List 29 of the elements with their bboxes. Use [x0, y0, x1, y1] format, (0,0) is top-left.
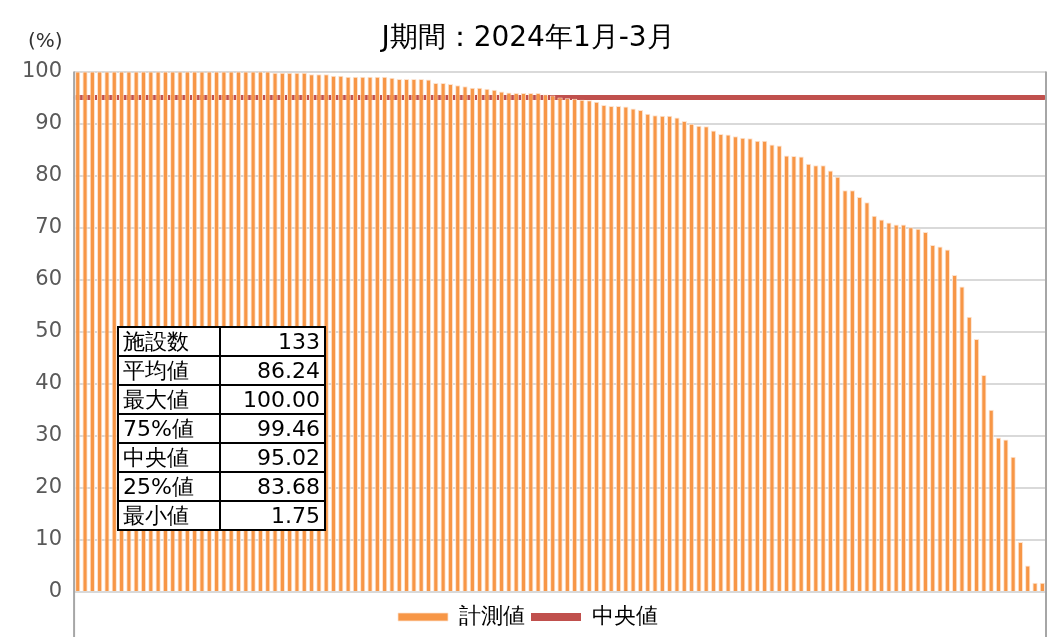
y-tick-label: 70: [35, 214, 63, 239]
legend-label: 中央値: [592, 602, 658, 628]
annotation: 95.02: [220, 443, 325, 472]
chart-title: J期間：2024年1月-3月: [379, 20, 675, 54]
y-tick-label: 20: [35, 474, 63, 499]
y-tick-label: 10: [35, 526, 63, 551]
annotation: 25%値: [118, 472, 220, 501]
y-tick-label: 0: [48, 578, 63, 603]
legend-label: 計測値: [459, 602, 525, 628]
annotation: 施設数: [118, 327, 220, 356]
y-tick-label: 80: [35, 162, 63, 187]
annotation: 83.68: [220, 472, 325, 501]
y-tick-label: 30: [35, 422, 63, 447]
annotation: 75%値: [118, 414, 220, 443]
y-tick-label: 40: [35, 370, 63, 395]
y-tick-label: 60: [35, 266, 63, 291]
y-tick-label: 50: [35, 318, 63, 343]
annotation: 1.75: [220, 501, 325, 530]
annotation: 100.00: [220, 385, 325, 414]
y-axis-title: (%): [28, 28, 63, 52]
annotation: 133: [220, 327, 325, 356]
annotation: 平均値: [118, 356, 220, 385]
annotation: 最大値: [118, 385, 220, 414]
annotation: 86.24: [220, 356, 325, 385]
y-tick-label: 100: [21, 58, 63, 83]
y-tick-label: 90: [35, 110, 63, 135]
annotation: 99.46: [220, 414, 325, 443]
annotation: 中央値: [118, 443, 220, 472]
annotation: 最小値: [118, 501, 220, 530]
